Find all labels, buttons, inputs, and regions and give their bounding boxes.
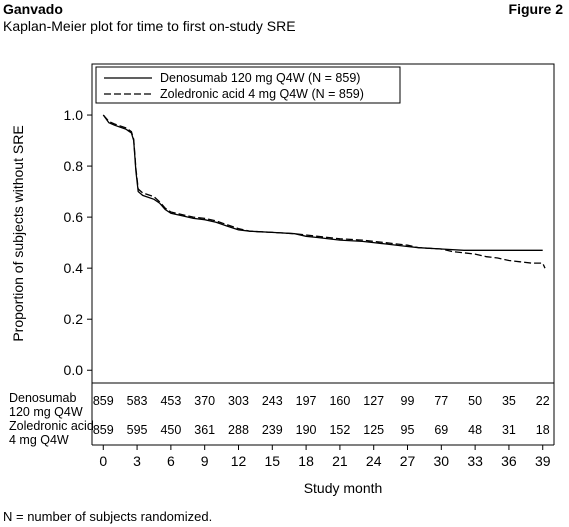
- risk-label-zoledronic-line1: Zoledronic acid: [9, 419, 94, 433]
- x-tick-label: 30: [434, 453, 450, 469]
- risk-count: 197: [296, 394, 317, 408]
- series-line-denosumab: [102, 114, 543, 251]
- risk-label-zoledronic: Zoledronic acid 4 mg Q4W: [9, 419, 94, 447]
- risk-count: 303: [228, 394, 249, 408]
- risk-label-denosumab-line2: 120 mg Q4W: [9, 405, 83, 419]
- risk-count: 239: [262, 423, 283, 437]
- plot-frame: [91, 63, 555, 384]
- figure-label: Figure 2: [508, 1, 563, 17]
- x-tick-label: 24: [366, 453, 382, 469]
- risk-count: 859: [93, 394, 114, 408]
- risk-count: 127: [363, 394, 384, 408]
- y-tick-label: 0.6: [64, 209, 84, 225]
- risk-count: 450: [160, 423, 181, 437]
- risk-count: 77: [434, 394, 448, 408]
- risk-count: 243: [262, 394, 283, 408]
- legend-box: [95, 66, 401, 104]
- risk-label-denosumab-line1: Denosumab: [9, 391, 77, 405]
- x-tick-label: 18: [298, 453, 314, 469]
- risk-count: 48: [468, 423, 482, 437]
- y-tick-label: 0.8: [64, 158, 84, 174]
- risk-count: 31: [502, 423, 516, 437]
- x-tick-label: 36: [501, 453, 517, 469]
- x-axis-label: Study month: [304, 480, 383, 496]
- y-tick-label: 0.0: [64, 362, 84, 378]
- risk-count: 361: [194, 423, 215, 437]
- risk-count: 583: [127, 394, 148, 408]
- risk-count: 595: [127, 423, 148, 437]
- x-tick-label: 21: [332, 453, 348, 469]
- risk-count: 69: [434, 423, 448, 437]
- risk-count: 22: [536, 394, 550, 408]
- x-tick-label: 39: [535, 453, 551, 469]
- y-tick-label: 1.0: [64, 107, 84, 123]
- x-tick-label: 27: [400, 453, 416, 469]
- x-tick-label: 9: [201, 453, 209, 469]
- risk-count: 125: [363, 423, 384, 437]
- risk-count: 453: [160, 394, 181, 408]
- x-tick-label: 6: [167, 453, 175, 469]
- risk-label-zoledronic-line2: 4 mg Q4W: [9, 433, 69, 447]
- risk-count: 859: [93, 423, 114, 437]
- risk-label-denosumab: Denosumab 120 mg Q4W: [9, 391, 83, 419]
- x-tick-label: 33: [467, 453, 483, 469]
- series-line-zoledronic: [102, 114, 546, 269]
- risk-count: 370: [194, 394, 215, 408]
- x-tick-label: 3: [133, 453, 141, 469]
- y-tick-label: 0.2: [64, 311, 84, 327]
- y-tick-label: 0.4: [64, 260, 84, 276]
- risk-count: 50: [468, 394, 482, 408]
- risk-count: 99: [401, 394, 415, 408]
- risk-count: 152: [329, 423, 350, 437]
- risk-count: 95: [401, 423, 415, 437]
- risk-count: 18: [536, 423, 550, 437]
- x-tick-label: 15: [265, 453, 281, 469]
- risk-count: 160: [329, 394, 350, 408]
- footnote: N = number of subjects randomized.: [3, 509, 213, 524]
- risk-count: 190: [296, 423, 317, 437]
- chart-subtitle: Kaplan-Meier plot for time to first on-s…: [3, 18, 296, 34]
- risk-count: 288: [228, 423, 249, 437]
- legend-label-zoledronic: Zoledronic acid 4 mg Q4W (N = 859): [160, 87, 364, 101]
- x-tick-label: 12: [231, 453, 247, 469]
- y-axis-label: Proportion of subjects without SRE: [10, 125, 26, 341]
- risk-count: 35: [502, 394, 516, 408]
- legend-label-denosumab: Denosumab 120 mg Q4W (N = 859): [160, 71, 360, 85]
- document-title: Ganvado: [3, 1, 63, 17]
- x-tick-label: 0: [99, 453, 107, 469]
